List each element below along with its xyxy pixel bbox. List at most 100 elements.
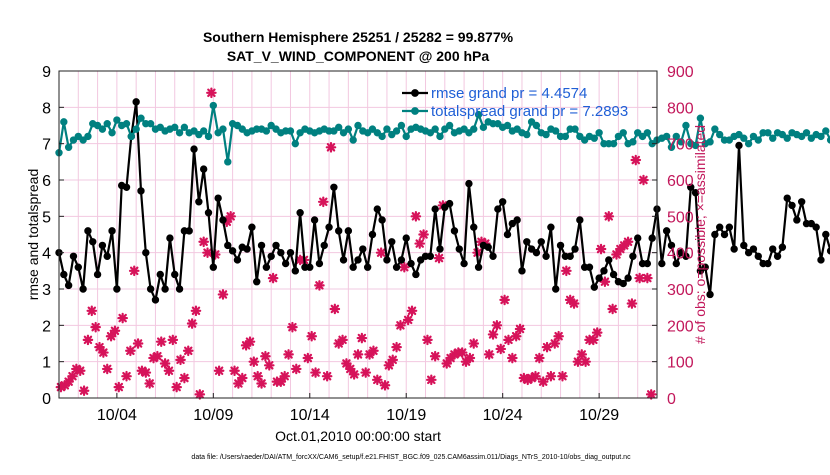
obs-marker-stroke: [214, 366, 224, 375]
obs-marker: [553, 330, 564, 342]
spread-point: [335, 123, 343, 132]
spread-point: [494, 119, 502, 128]
rmse-point: [137, 187, 145, 195]
rmse-point: [532, 248, 541, 257]
obs-marker: [225, 211, 236, 222]
rmse-point: [648, 234, 656, 242]
obs-marker: [155, 336, 167, 347]
spread-point: [378, 132, 386, 141]
spread-point: [426, 129, 435, 137]
obs-marker: [290, 363, 302, 375]
obs-marker-stroke: [581, 357, 590, 366]
spread-point: [576, 132, 584, 141]
obs-marker-stroke: [315, 281, 324, 290]
rmse-point: [272, 241, 280, 250]
rmse-point: [132, 98, 140, 106]
obs-marker-stroke: [322, 371, 332, 381]
spread-point: [204, 132, 213, 141]
obs-markers: [55, 87, 657, 400]
obs-marker-stroke: [419, 230, 428, 239]
obs-marker: [198, 236, 209, 248]
spread-point: [629, 138, 637, 146]
obs-marker-stroke: [64, 377, 73, 386]
rmse-point: [783, 194, 791, 202]
spread-point: [744, 139, 753, 148]
obs-marker-stroke: [643, 273, 652, 283]
rmse-point: [175, 285, 184, 293]
obs-marker: [368, 345, 379, 357]
obs-marker-stroke: [373, 375, 382, 385]
obs-marker-stroke: [292, 364, 301, 374]
spread-point: [445, 121, 454, 130]
spread-point: [238, 125, 246, 133]
rmse-point: [744, 248, 753, 257]
obs-marker: [406, 305, 418, 317]
obs-marker-stroke: [153, 351, 162, 361]
obs-marker: [433, 252, 445, 264]
spread-point: [431, 125, 439, 133]
rmse-point: [436, 245, 444, 253]
rmse-point: [262, 263, 271, 271]
y-tick-label-right: 200: [667, 318, 694, 335]
spread-point: [219, 125, 227, 133]
rmse-point: [715, 223, 724, 231]
obs-marker: [410, 211, 422, 222]
obs-marker-stroke: [122, 371, 131, 381]
obs-marker: [182, 345, 194, 357]
rmse-point: [306, 263, 314, 271]
spread-point: [98, 125, 107, 133]
obs-marker-stroke: [427, 375, 436, 385]
rmse-point: [556, 241, 565, 250]
chart-subtitle: SAT_V_WIND_COMPONENT @ 200 hPa: [227, 48, 490, 64]
obs-marker-stroke: [592, 328, 602, 337]
obs-marker-stroke: [280, 371, 289, 381]
rmse-point: [74, 263, 82, 271]
spread-point: [802, 129, 811, 137]
obs-marker-stroke: [68, 371, 77, 381]
spread-point: [769, 134, 777, 142]
rmse-point: [89, 238, 97, 246]
y-tick-label-right: 600: [667, 173, 694, 190]
rmse-point: [682, 252, 690, 260]
obs-marker: [456, 347, 468, 358]
obs-marker: [329, 303, 341, 315]
obs-marker: [402, 314, 414, 326]
obs-marker-stroke: [577, 350, 587, 359]
spread-point: [373, 129, 381, 137]
spread-point: [706, 138, 714, 146]
rmse-point: [450, 227, 459, 235]
data-file-footer: data file: /Users/raeder/DAI/ATM_forcXX/…: [191, 454, 631, 461]
obs-marker: [379, 379, 391, 391]
spread-point: [132, 125, 140, 133]
obs-marker: [217, 289, 229, 300]
spread-point: [137, 114, 145, 122]
spread-point: [460, 125, 468, 133]
rmse-point: [817, 256, 825, 264]
obs-marker-stroke: [114, 382, 124, 392]
obs-marker: [132, 338, 144, 349]
rmse-point: [494, 205, 502, 213]
rmse-point: [281, 259, 290, 268]
obs-marker-stroke: [403, 315, 413, 325]
spread-point: [354, 121, 362, 130]
legend-label-rmse: rmse grand pr = 4.4574: [431, 85, 587, 102]
rmse-point: [793, 216, 801, 224]
obs-marker-stroke: [600, 277, 610, 286]
rmse-point: [696, 267, 705, 275]
obs-marker: [256, 378, 267, 389]
obs-marker: [105, 330, 117, 342]
rmse-point: [60, 270, 68, 279]
rmse-point: [730, 245, 738, 253]
spread-point: [233, 121, 242, 130]
obs-marker-stroke: [554, 331, 563, 341]
rmse-point: [508, 219, 517, 228]
spread-point: [195, 130, 203, 139]
y-tick-label-right: 500: [667, 209, 694, 226]
obs-marker: [144, 378, 155, 389]
obs-marker-stroke: [110, 326, 120, 336]
y-tick-label-right: 300: [667, 282, 694, 299]
obs-marker-stroke: [245, 337, 255, 346]
obs-marker: [283, 349, 294, 360]
spread-point: [634, 129, 642, 137]
